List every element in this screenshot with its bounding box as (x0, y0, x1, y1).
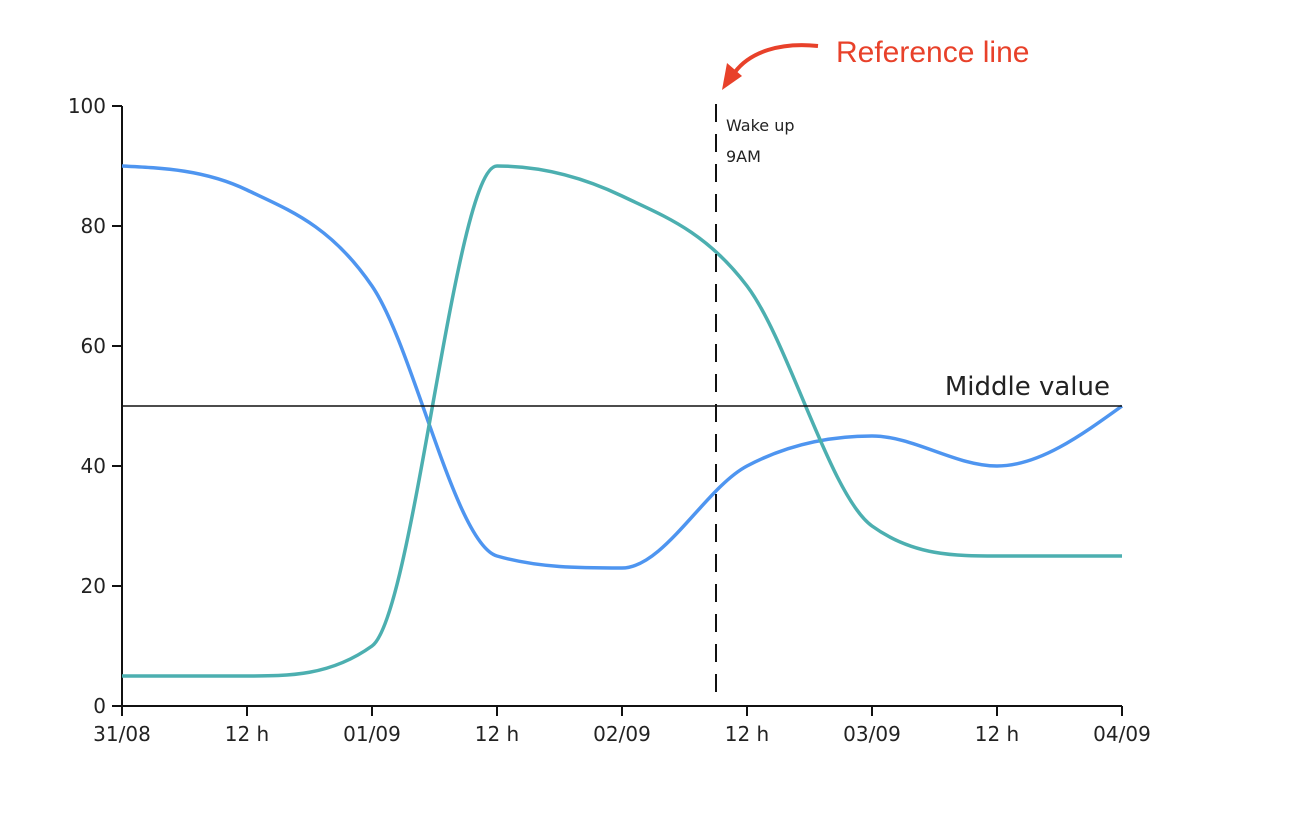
y-tick-label: 80 (81, 214, 106, 238)
y-tick-label: 100 (68, 94, 106, 118)
callout-label: Reference line (836, 36, 1029, 69)
x-tick-label: 31/08 (93, 722, 151, 746)
x-tick-label: 12 h (225, 722, 269, 746)
x-tick-label: 03/09 (843, 722, 901, 746)
series-line-2 (121, 164, 1122, 678)
y-tick-label: 40 (81, 454, 106, 478)
series-line-1 (121, 164, 1124, 570)
reference-label-line1: Wake up (726, 116, 795, 135)
x-tick-label: 12 h (725, 722, 769, 746)
x-tick-label: 12 h (475, 722, 519, 746)
x-tick-label: 04/09 (1093, 722, 1151, 746)
x-tick-label: 02/09 (593, 722, 651, 746)
x-tick-label: 12 h (975, 722, 1019, 746)
reference-label-line2: 9AM (726, 147, 761, 166)
y-tick-label: 20 (81, 574, 106, 598)
callout-arrow (733, 43, 819, 74)
x-tick-label: 01/09 (343, 722, 401, 746)
callout-arrowhead-icon (722, 63, 742, 90)
middle-value-label: Middle value (945, 372, 1110, 402)
y-tick-label: 60 (81, 334, 106, 358)
y-tick-label: 0 (93, 694, 106, 718)
